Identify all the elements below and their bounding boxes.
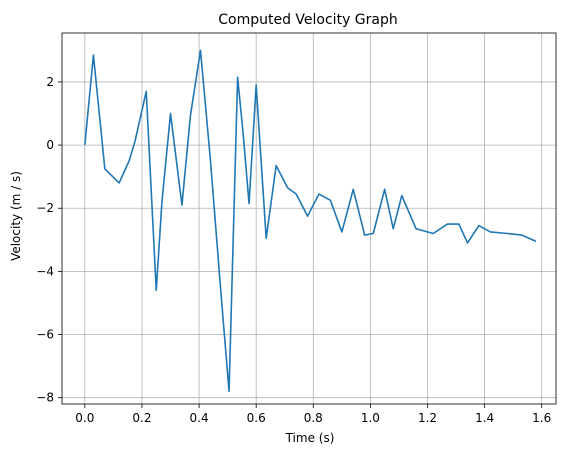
y-tick-label: −2 <box>36 201 54 215</box>
y-tick-label: −8 <box>36 391 54 405</box>
plot-frame <box>61 32 557 405</box>
x-tick-label: 0.2 <box>132 411 151 425</box>
x-ticks: 0.0 0.2 0.4 0.6 0.8 1.0 1.2 1.4 1.6 <box>75 404 551 425</box>
x-tick-label: 1.0 <box>361 411 380 425</box>
series-layer <box>84 49 537 393</box>
x-axis-label: Time (s) <box>285 431 335 445</box>
y-tick-label: −4 <box>36 264 54 278</box>
y-tick-label: 0 <box>46 138 54 152</box>
x-tick-label: 0.6 <box>247 411 266 425</box>
x-tick-label: 0.0 <box>75 411 94 425</box>
y-ticks: −8 −6 −4 −2 0 2 <box>36 75 62 405</box>
x-tick-label: 1.4 <box>475 411 494 425</box>
x-tick-label: 1.2 <box>418 411 437 425</box>
chart-title: Computed Velocity Graph <box>218 12 398 28</box>
y-tick-label: 2 <box>46 75 54 89</box>
y-axis-label: Velocity (m / s) <box>9 171 23 261</box>
y-gridlines <box>62 81 556 399</box>
x-tick-label: 0.4 <box>190 411 209 425</box>
y-tick-label: −6 <box>36 328 54 342</box>
x-tick-label: 1.6 <box>532 411 551 425</box>
velocity-series-line <box>84 49 537 393</box>
x-tick-label: 0.8 <box>304 411 323 425</box>
